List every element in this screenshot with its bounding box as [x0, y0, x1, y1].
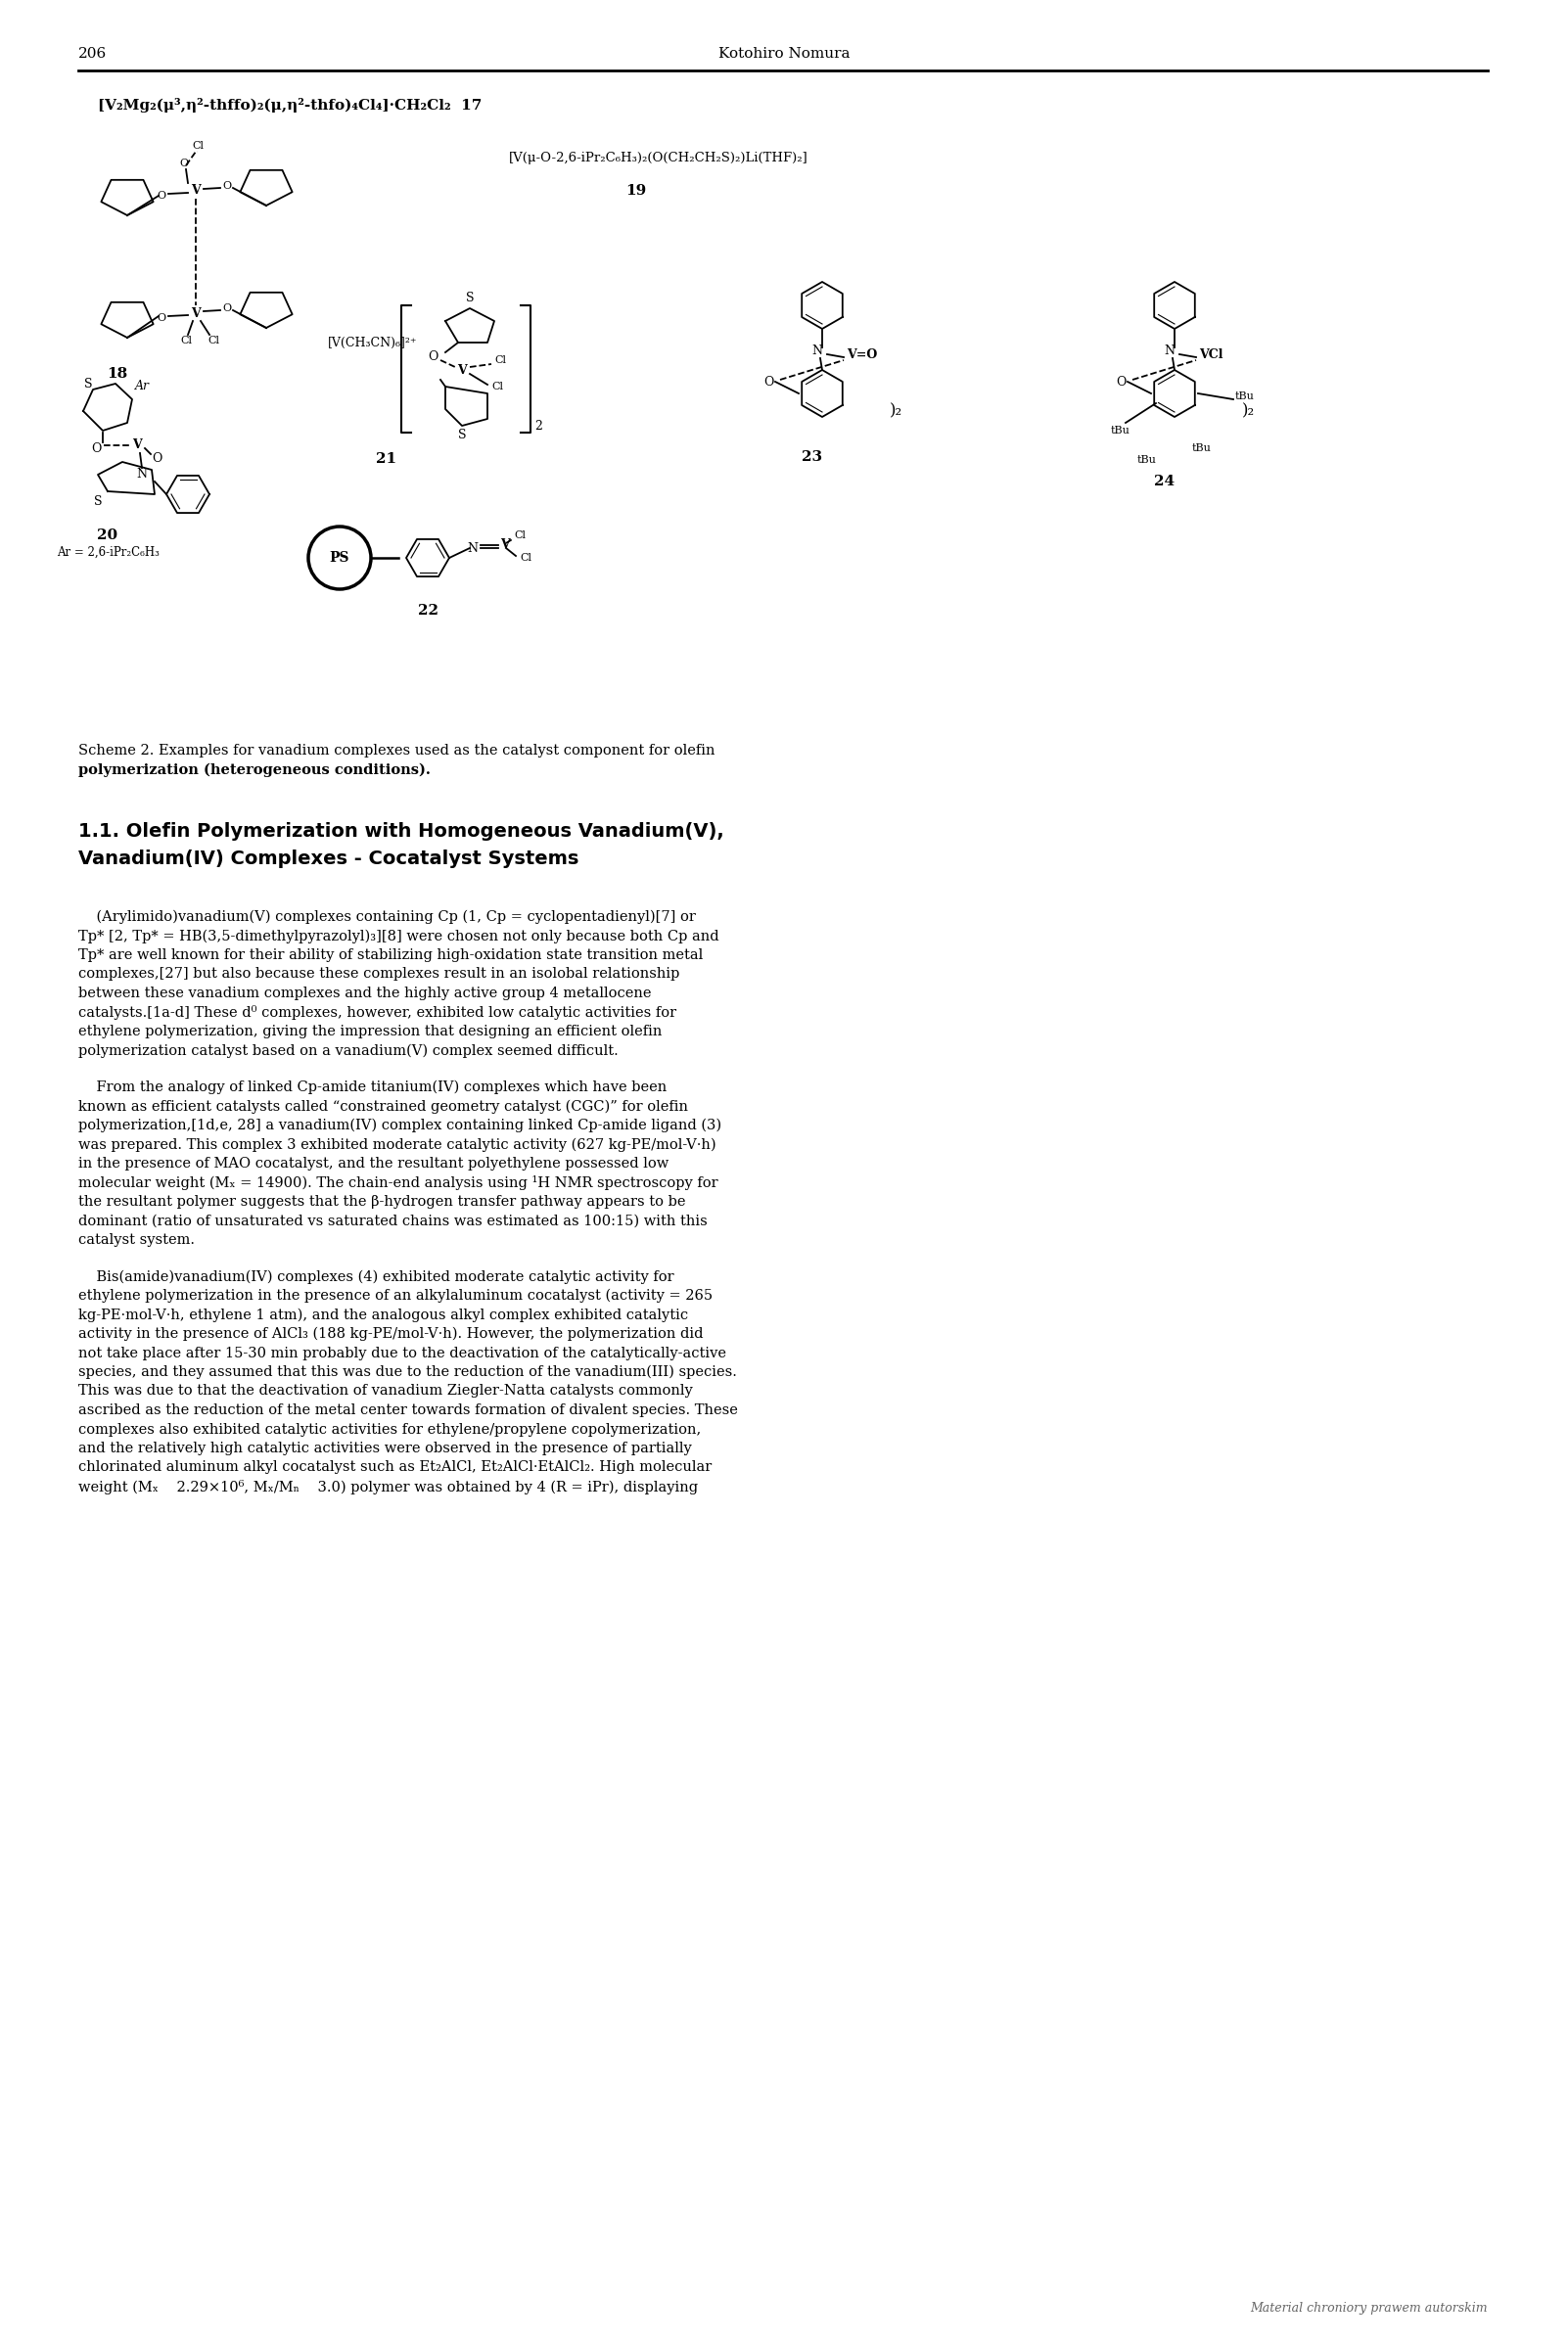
Text: O: O — [157, 190, 166, 201]
Text: tBu: tBu — [1192, 443, 1212, 452]
Text: Cl: Cl — [491, 382, 503, 391]
Text: VCl: VCl — [1200, 347, 1223, 361]
Text: 2: 2 — [535, 419, 543, 433]
Text: chlorinated aluminum alkyl cocatalyst such as Et₂AlCl, Et₂AlCl·EtAlCl₂. High mol: chlorinated aluminum alkyl cocatalyst su… — [78, 1460, 712, 1474]
Text: tBu: tBu — [1137, 455, 1157, 464]
Text: ethylene polymerization in the presence of an alkylaluminum cocatalyst (activity: ethylene polymerization in the presence … — [78, 1289, 713, 1303]
Text: ascribed as the reduction of the metal center towards formation of divalent spec: ascribed as the reduction of the metal c… — [78, 1403, 739, 1418]
Text: Bis(amide)vanadium(IV) complexes (4) exhibited moderate catalytic activity for: Bis(amide)vanadium(IV) complexes (4) exh… — [78, 1270, 674, 1284]
Text: in the presence of MAO cocatalyst, and the resultant polyethylene possessed low: in the presence of MAO cocatalyst, and t… — [78, 1157, 668, 1172]
Text: 19: 19 — [626, 185, 646, 197]
Text: was prepared. This complex 3 exhibited moderate catalytic activity (627 kg-PE/mo: was prepared. This complex 3 exhibited m… — [78, 1139, 717, 1153]
Text: V: V — [191, 185, 201, 197]
Text: polymerization,[1d,e, 28] a vanadium(IV) complex containing linked Cp-amide liga: polymerization,[1d,e, 28] a vanadium(IV)… — [78, 1118, 721, 1132]
Text: Cl: Cl — [180, 335, 191, 344]
Text: Kotohiro Nomura: Kotohiro Nomura — [718, 47, 850, 61]
Text: V: V — [458, 363, 467, 377]
Text: (Arylimido)vanadium(V) complexes containing Cp (1, Cp = cyclopentadienyl)[7] or: (Arylimido)vanadium(V) complexes contain… — [78, 909, 696, 923]
Text: known as efficient catalysts called “constrained geometry catalyst (CGC)” for ol: known as efficient catalysts called “con… — [78, 1099, 688, 1113]
Text: 24: 24 — [1154, 476, 1174, 487]
Text: Tp* [2, Tp* = HB(3,5-dimethylpyrazolyl)₃][8] were chosen not only because both C: Tp* [2, Tp* = HB(3,5-dimethylpyrazolyl)₃… — [78, 930, 720, 944]
Text: N: N — [136, 469, 147, 480]
Text: From the analogy of linked Cp-amide titanium(IV) complexes which have been: From the analogy of linked Cp-amide tita… — [78, 1080, 666, 1094]
Text: Ar = 2,6-iPr₂C₆H₃: Ar = 2,6-iPr₂C₆H₃ — [56, 546, 158, 560]
Text: 206: 206 — [78, 47, 107, 61]
Text: O: O — [180, 159, 188, 169]
Text: V: V — [132, 438, 141, 452]
Text: O: O — [223, 302, 232, 314]
Text: complexes,[27] but also because these complexes result in an isolobal relationsh: complexes,[27] but also because these co… — [78, 968, 679, 982]
Text: 21: 21 — [376, 452, 397, 466]
Text: not take place after 15-30 min probably due to the deactivation of the catalytic: not take place after 15-30 min probably … — [78, 1347, 726, 1359]
Text: complexes also exhibited catalytic activities for ethylene/propylene copolymeriz: complexes also exhibited catalytic activ… — [78, 1422, 701, 1436]
Text: tBu: tBu — [1112, 426, 1131, 436]
Text: Ar: Ar — [135, 380, 149, 394]
Text: O: O — [91, 443, 100, 455]
Text: O: O — [764, 375, 773, 389]
Text: S: S — [466, 293, 474, 305]
Text: 18: 18 — [107, 368, 129, 380]
Text: V: V — [500, 539, 510, 551]
Text: polymerization (heterogeneous conditions).: polymerization (heterogeneous conditions… — [78, 764, 431, 778]
Text: N: N — [1165, 344, 1174, 356]
Text: S: S — [458, 429, 466, 440]
Text: )₂: )₂ — [1242, 403, 1254, 419]
Text: 20: 20 — [97, 530, 118, 541]
Text: ethylene polymerization, giving the impression that designing an efficient olefi: ethylene polymerization, giving the impr… — [78, 1024, 662, 1038]
Text: Cl: Cl — [514, 530, 525, 541]
Text: PS: PS — [329, 551, 350, 565]
Text: Cl: Cl — [519, 553, 532, 562]
Text: S: S — [94, 494, 102, 508]
Text: dominant (ratio of unsaturated vs saturated chains was estimated as 100:15) with: dominant (ratio of unsaturated vs satura… — [78, 1214, 707, 1228]
Text: [V(μ-O-2,6-iPr₂C₆H₃)₂(O(CH₂CH₂S)₂)Li(THF)₂]: [V(μ-O-2,6-iPr₂C₆H₃)₂(O(CH₂CH₂S)₂)Li(THF… — [510, 152, 808, 164]
Text: catalyst system.: catalyst system. — [78, 1232, 194, 1246]
Text: O: O — [428, 351, 437, 363]
Text: V: V — [191, 307, 201, 319]
Text: N: N — [467, 541, 478, 555]
Text: 23: 23 — [803, 450, 823, 464]
Text: O: O — [223, 180, 232, 190]
Text: S: S — [85, 377, 93, 389]
Text: [V(CH₃CN)₆]²⁺: [V(CH₃CN)₆]²⁺ — [328, 335, 417, 349]
Text: 1.1. Olefin Polymerization with Homogeneous Vanadium(V),: 1.1. Olefin Polymerization with Homogene… — [78, 822, 724, 841]
Text: Vanadium(IV) Complexes - Cocatalyst Systems: Vanadium(IV) Complexes - Cocatalyst Syst… — [78, 851, 579, 869]
Text: V=O: V=O — [847, 347, 877, 361]
Text: and the relatively high catalytic activities were observed in the presence of pa: and the relatively high catalytic activi… — [78, 1441, 691, 1455]
Text: catalysts.[1a-d] These d⁰ complexes, however, exhibited low catalytic activities: catalysts.[1a-d] These d⁰ complexes, how… — [78, 1005, 676, 1019]
Text: Cl: Cl — [207, 335, 220, 344]
Text: Scheme 2. Examples for vanadium complexes used as the catalyst component for ole: Scheme 2. Examples for vanadium complexe… — [78, 743, 715, 757]
Text: Cl: Cl — [191, 141, 204, 150]
Text: weight (Mₓ    2.29×10⁶, Mₓ/Mₙ    3.0) polymer was obtained by 4 (R = iPr), displ: weight (Mₓ 2.29×10⁶, Mₓ/Mₙ 3.0) polymer … — [78, 1481, 698, 1495]
Text: tBu: tBu — [1236, 391, 1254, 401]
Text: O: O — [1115, 375, 1126, 389]
Text: 22: 22 — [417, 604, 437, 619]
Text: kg-PE·mol-V·h, ethylene 1 atm), and the analogous alkyl complex exhibited cataly: kg-PE·mol-V·h, ethylene 1 atm), and the … — [78, 1307, 688, 1321]
Text: O: O — [157, 314, 166, 323]
Text: Material chroniory prawem autorskim: Material chroniory prawem autorskim — [1250, 2301, 1488, 2315]
Text: polymerization catalyst based on a vanadium(V) complex seemed difficult.: polymerization catalyst based on a vanad… — [78, 1043, 618, 1057]
Text: molecular weight (Mₓ = 14900). The chain-end analysis using ¹H NMR spectroscopy : molecular weight (Mₓ = 14900). The chain… — [78, 1176, 718, 1190]
Text: between these vanadium complexes and the highly active group 4 metallocene: between these vanadium complexes and the… — [78, 986, 651, 1000]
Text: activity in the presence of AlCl₃ (188 kg-PE/mol-V·h). However, the polymerizati: activity in the presence of AlCl₃ (188 k… — [78, 1326, 704, 1340]
Text: )₂: )₂ — [889, 403, 902, 419]
Text: Tp* are well known for their ability of stabilizing high-oxidation state transit: Tp* are well known for their ability of … — [78, 949, 702, 963]
Text: O: O — [152, 452, 162, 464]
Text: [V₂Mg₂(μ³,η²-thffo)₂(μ,η²-thfo)₄Cl₄]·CH₂Cl₂  17: [V₂Mg₂(μ³,η²-thffo)₂(μ,η²-thfo)₄Cl₄]·CH₂… — [97, 98, 481, 112]
Text: N: N — [812, 344, 823, 356]
Text: This was due to that the deactivation of vanadium Ziegler-Natta catalysts common: This was due to that the deactivation of… — [78, 1385, 693, 1399]
Text: Cl: Cl — [494, 356, 506, 366]
Text: species, and they assumed that this was due to the reduction of the vanadium(III: species, and they assumed that this was … — [78, 1366, 737, 1380]
Text: the resultant polymer suggests that the β-hydrogen transfer pathway appears to b: the resultant polymer suggests that the … — [78, 1195, 685, 1209]
